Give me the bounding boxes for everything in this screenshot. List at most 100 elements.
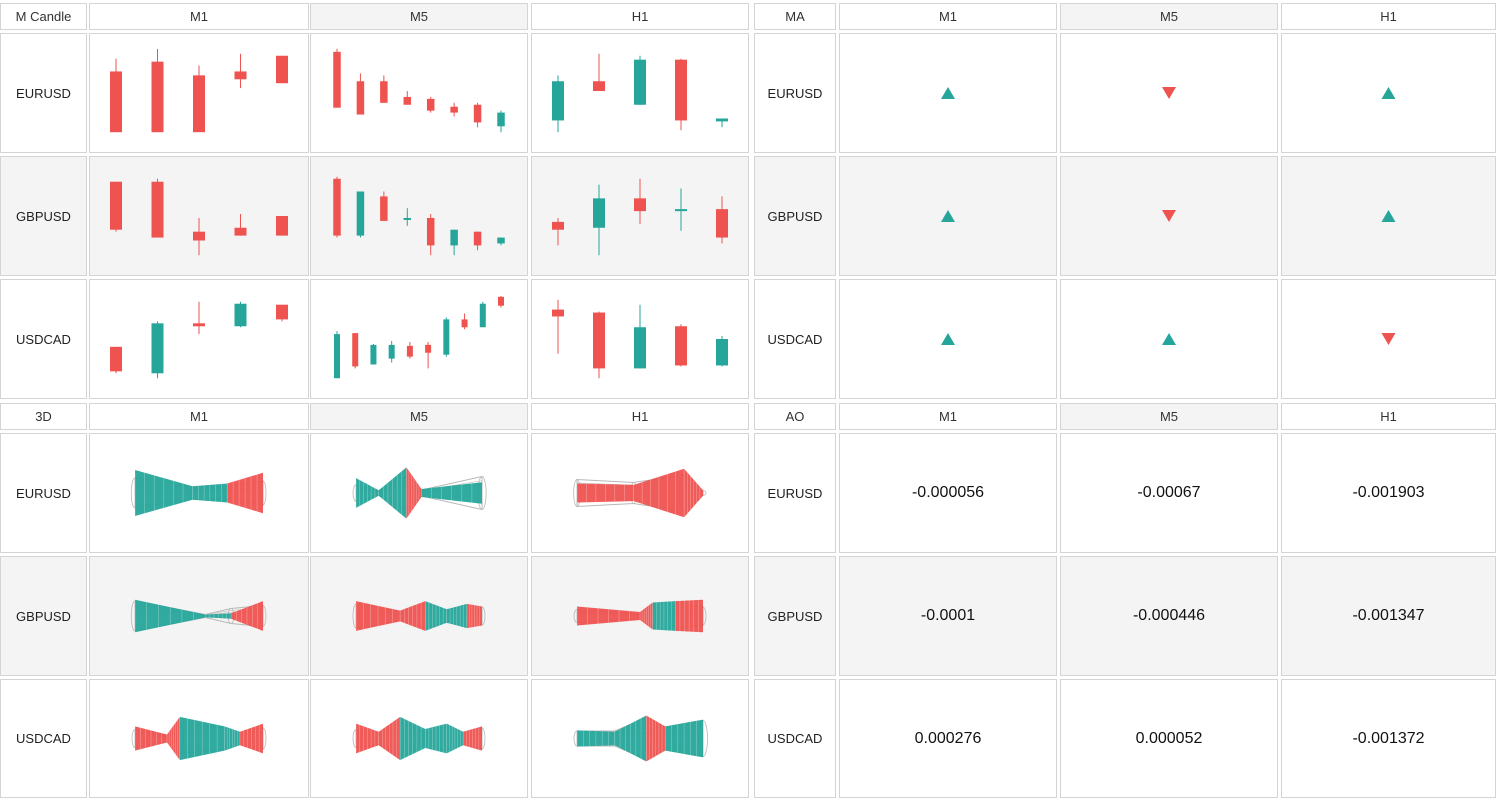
- candle: [352, 333, 359, 369]
- wireframe-3d-shape: [352, 601, 486, 631]
- candle-chart-gbpusd-h1[interactable]: [531, 156, 749, 276]
- candle: [110, 181, 122, 232]
- d3-chart-usdcad-m5[interactable]: [310, 679, 528, 798]
- ao-value-usdcad-m1[interactable]: 0.000276: [839, 679, 1057, 798]
- ma-signal-usdcad-m1[interactable]: [839, 279, 1057, 399]
- candle: [473, 231, 482, 251]
- ma-signal-usdcad-h1[interactable]: [1281, 279, 1496, 399]
- wireframe-3d-shape: [573, 715, 708, 762]
- candle-header-m1: M1: [89, 3, 309, 30]
- ma-signal-eurusd-m5[interactable]: [1060, 33, 1278, 153]
- ma-signal-eurusd-m1[interactable]: [839, 33, 1057, 153]
- shape-segment: [135, 726, 167, 751]
- ao-row-label-eurusd: EURUSD: [754, 433, 836, 553]
- shape-segment: [646, 715, 666, 762]
- shape-segment: [675, 599, 703, 633]
- candle: [675, 188, 687, 231]
- candle-chart-eurusd-h1[interactable]: [531, 33, 749, 153]
- candle-chart-gbpusd-m1[interactable]: [89, 156, 309, 276]
- candle: [675, 58, 687, 131]
- candle-chart-usdcad-m5[interactable]: [310, 279, 528, 399]
- d3-chart-gbpusd-h1[interactable]: [531, 556, 749, 676]
- d3-chart-eurusd-m1[interactable]: [89, 433, 309, 553]
- candle: [473, 102, 482, 128]
- shape-segment: [356, 723, 379, 754]
- ao-header-h1: H1: [1281, 403, 1496, 430]
- candle-chart-usdcad-h1[interactable]: [531, 279, 749, 399]
- candle: [593, 53, 605, 92]
- down-arrow-icon: [1162, 210, 1176, 222]
- ao-value-gbpusd-m5[interactable]: -0.000446: [1060, 556, 1278, 676]
- d3-chart-usdcad-m1[interactable]: [89, 679, 309, 798]
- d3-chart-usdcad-h1[interactable]: [531, 679, 749, 798]
- candle: [634, 178, 646, 224]
- ao-value-eurusd-h1[interactable]: -0.001903: [1281, 433, 1496, 553]
- candle: [234, 53, 247, 89]
- ma-row-label-gbpusd: GBPUSD: [754, 156, 836, 276]
- shape-segment: [466, 603, 482, 629]
- candle: [450, 102, 458, 117]
- d3-chart-eurusd-m5[interactable]: [310, 433, 528, 553]
- candle-panel-title: M Candle: [0, 3, 87, 30]
- d3-chart-gbpusd-m1[interactable]: [89, 556, 309, 676]
- shape-segment: [356, 478, 379, 508]
- ao-panel-title: AO: [754, 403, 836, 430]
- ao-value-gbpusd-h1[interactable]: -0.001347: [1281, 556, 1496, 676]
- up-arrow-icon: [1381, 87, 1396, 99]
- shape-segment: [652, 601, 676, 631]
- ma-header-m1: M1: [839, 3, 1057, 30]
- shape-segment: [227, 472, 263, 514]
- ma-signal-gbpusd-m5[interactable]: [1060, 156, 1278, 276]
- candle-chart-eurusd-m1[interactable]: [89, 33, 309, 153]
- candle: [380, 75, 388, 103]
- candle: [634, 55, 646, 105]
- ao-value-eurusd-m5[interactable]: -0.00067: [1060, 433, 1278, 553]
- candle: [461, 313, 468, 330]
- candle-plot: [110, 48, 288, 133]
- candle: [450, 229, 458, 256]
- candle: [593, 184, 605, 256]
- ma-signal-gbpusd-h1[interactable]: [1281, 156, 1496, 276]
- ma-signal-eurusd-h1[interactable]: [1281, 33, 1496, 153]
- candle: [497, 110, 505, 133]
- candle: [110, 58, 122, 133]
- ao-value-usdcad-h1[interactable]: -0.001372: [1281, 679, 1496, 798]
- candle: [333, 48, 341, 108]
- candle: [193, 217, 205, 256]
- candle-plot: [110, 178, 288, 256]
- candle-chart-gbpusd-m5[interactable]: [310, 156, 528, 276]
- candle: [443, 317, 450, 357]
- candle-chart-eurusd-m5[interactable]: [310, 33, 528, 153]
- up-arrow-icon: [941, 333, 955, 345]
- candle-chart-usdcad-m1[interactable]: [89, 279, 309, 399]
- shape-segment: [446, 603, 467, 629]
- d3-header-m1: M1: [89, 403, 309, 430]
- ao-row-label-gbpusd: GBPUSD: [754, 556, 836, 676]
- candle: [276, 304, 288, 322]
- candle-plot: [552, 53, 728, 133]
- ao-value-usdcad-m5[interactable]: 0.000052: [1060, 679, 1278, 798]
- ma-signal-usdcad-m5[interactable]: [1060, 279, 1278, 399]
- ma-signal-gbpusd-m1[interactable]: [839, 156, 1057, 276]
- d3-chart-gbpusd-m5[interactable]: [310, 556, 528, 676]
- shape-segment: [231, 601, 263, 631]
- d3-chart-eurusd-h1[interactable]: [531, 433, 749, 553]
- candle: [151, 321, 164, 379]
- ao-value-gbpusd-m1[interactable]: -0.0001: [839, 556, 1057, 676]
- shape-segment: [406, 467, 422, 519]
- candle: [479, 301, 486, 328]
- shape-segment: [179, 716, 225, 761]
- up-arrow-icon: [941, 210, 955, 222]
- d3-panel-title: 3D: [0, 403, 87, 430]
- candle: [380, 191, 388, 221]
- candle-plot: [110, 301, 288, 379]
- ao-value-eurusd-m1[interactable]: -0.000056: [839, 433, 1057, 553]
- candle-plot: [334, 295, 504, 379]
- candle: [426, 96, 435, 113]
- candle: [276, 55, 288, 84]
- candle: [498, 295, 504, 308]
- candle-header-m5: M5: [310, 3, 528, 30]
- up-arrow-icon: [941, 87, 955, 99]
- up-arrow-icon: [1381, 210, 1396, 222]
- shape-segment: [135, 470, 193, 516]
